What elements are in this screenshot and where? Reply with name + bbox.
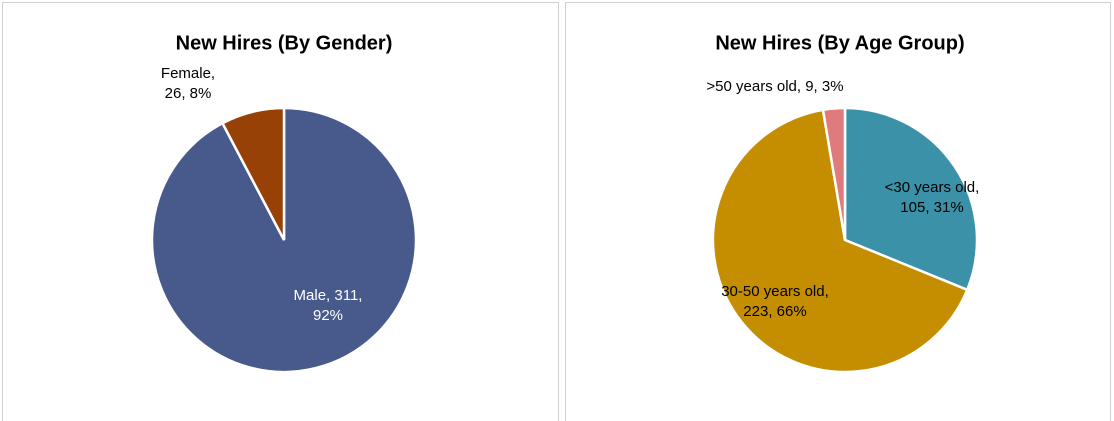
data-label: 105, 31% (900, 199, 963, 216)
data-label: 223, 66% (743, 303, 806, 320)
chart-title: New Hires (By Age Group) (715, 32, 964, 54)
data-label: Male, 311, (294, 287, 363, 304)
pie-slice (711, 108, 969, 374)
pie-slice (843, 106, 979, 292)
data-label: Female, (161, 65, 215, 82)
data-label: 92% (313, 307, 343, 324)
pie-slice (821, 106, 847, 241)
pie-slice (220, 106, 286, 241)
data-label: 26, 8% (165, 85, 212, 102)
panel-border (565, 2, 1111, 421)
panel-border (2, 2, 559, 421)
data-label: >50 years old, 9, 3% (706, 78, 843, 95)
data-label: 30-50 years old, (721, 283, 829, 300)
chart-title: New Hires (By Gender) (176, 32, 393, 54)
data-label: <30 years old, (885, 179, 980, 196)
